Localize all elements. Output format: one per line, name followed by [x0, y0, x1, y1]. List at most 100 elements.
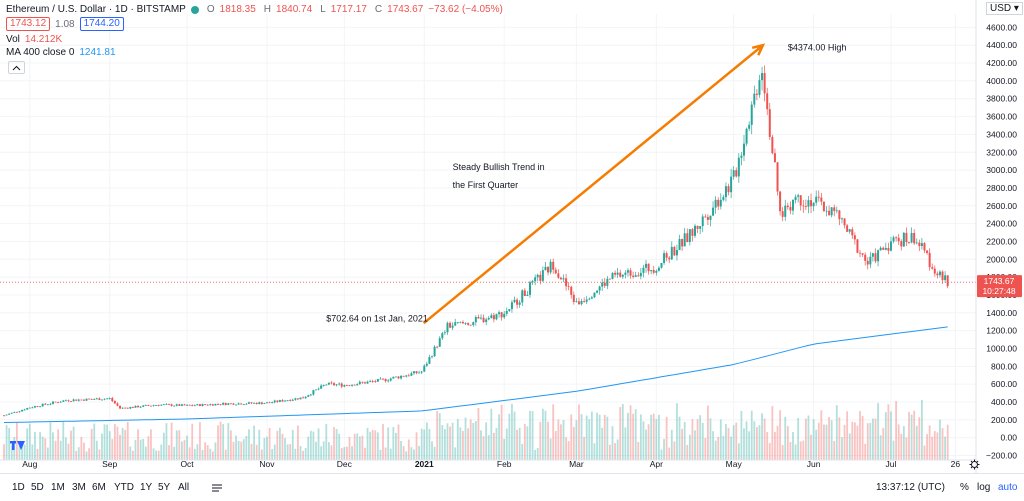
- volume-bar: [431, 441, 433, 460]
- candle-body: [245, 403, 248, 405]
- volume-bar: [374, 430, 377, 460]
- volume-bar: [178, 430, 181, 460]
- volume-bar: [258, 429, 261, 460]
- volume-bar: [80, 436, 83, 460]
- range-button-ytd[interactable]: YTD: [114, 482, 134, 493]
- volume-bar: [892, 440, 895, 460]
- range-button-5d[interactable]: 5D: [31, 482, 44, 493]
- candle-body: [206, 404, 209, 406]
- candle-body: [861, 253, 864, 255]
- volume-bar: [183, 439, 186, 460]
- volume-bar: [650, 414, 653, 460]
- price-tick-label: 1400.00: [986, 308, 1017, 318]
- candle-body: [191, 405, 194, 407]
- bid-button[interactable]: 1743.12: [6, 17, 51, 31]
- volume-bar: [371, 429, 374, 460]
- volume-bar: [944, 436, 947, 460]
- volume-bar: [884, 412, 887, 460]
- volume-bar: [474, 421, 477, 460]
- annotations: $4374.00 High Steady Bullish Trend in the …: [326, 43, 847, 325]
- candle-body: [732, 170, 735, 177]
- annotation-text[interactable]: Steady Bullish Trend in: [453, 162, 545, 172]
- trend-arrow-line[interactable]: [422, 44, 764, 325]
- volume-legend[interactable]: Vol 14.212K: [6, 34, 62, 45]
- candle-body: [678, 239, 681, 251]
- price-tick-label: 600.00: [991, 379, 1017, 389]
- volume-bar: [155, 450, 158, 460]
- volume-bar: [562, 420, 565, 460]
- range-button-5y[interactable]: 5Y: [158, 482, 171, 493]
- candle-body: [897, 237, 900, 242]
- gear-icon[interactable]: [969, 459, 980, 470]
- volume-bar: [681, 428, 684, 460]
- range-button-all[interactable]: All: [178, 482, 190, 493]
- range-button-6m[interactable]: 6M: [92, 482, 106, 493]
- candle-body: [160, 404, 163, 406]
- volume-bar: [116, 426, 119, 460]
- candle-body: [232, 403, 235, 405]
- high-label: H: [263, 4, 272, 15]
- candle-body: [675, 250, 678, 256]
- compare-icon[interactable]: [211, 482, 223, 494]
- volume-bar: [260, 449, 263, 460]
- candle-body: [294, 398, 297, 400]
- candle-body: [95, 398, 98, 400]
- last-price-label: 1743.67: [984, 276, 1015, 286]
- auto-toggle[interactable]: auto: [998, 482, 1018, 493]
- candle-body: [771, 136, 774, 154]
- volume-bar: [315, 441, 317, 460]
- range-button-1d[interactable]: 1D: [12, 482, 25, 493]
- tradingview-logo-icon[interactable]: [10, 441, 25, 450]
- currency-selector[interactable]: USD ▾: [986, 2, 1023, 15]
- candle-body: [492, 315, 495, 320]
- volume-bar: [513, 411, 516, 460]
- volume-bar: [768, 443, 771, 460]
- volume-bar: [21, 443, 23, 460]
- utc-clock[interactable]: 13:37:12 (UTC): [876, 482, 945, 493]
- log-toggle[interactable]: log: [977, 482, 991, 493]
- candle-body: [193, 405, 196, 407]
- volume-bar: [505, 428, 508, 460]
- candle-body: [5, 414, 8, 416]
- candle-body: [209, 404, 212, 406]
- volume-bar: [560, 424, 562, 460]
- candle-body: [299, 397, 302, 400]
- volume-bar: [162, 432, 165, 460]
- range-button-1y[interactable]: 1Y: [140, 482, 153, 493]
- range-button-1m[interactable]: 1M: [51, 482, 65, 493]
- volume-bar: [758, 425, 761, 460]
- candle-body: [539, 274, 542, 281]
- candle-body: [433, 346, 436, 357]
- candle-body: [704, 216, 707, 218]
- ma-legend[interactable]: MA 400 close 0 1241.81: [6, 47, 116, 58]
- candle-body: [250, 402, 253, 404]
- candle-body: [681, 239, 684, 247]
- range-button-3m[interactable]: 3M: [72, 482, 86, 493]
- volume-bar: [807, 415, 810, 460]
- candle-body: [183, 404, 186, 406]
- candle-body: [521, 290, 524, 303]
- annotation-text[interactable]: $4374.00 High: [788, 43, 847, 53]
- volume-bar: [541, 408, 544, 460]
- annotation-text[interactable]: the First Quarter: [453, 180, 519, 190]
- volume-bar: [441, 425, 444, 460]
- symbol-title[interactable]: Ethereum / U.S. Dollar · 1D · BITSTAMP: [6, 4, 186, 15]
- candle-body: [742, 143, 745, 156]
- ask-button[interactable]: 1744.20: [79, 17, 124, 31]
- volume-bar: [322, 441, 325, 460]
- volume-bar: [75, 450, 78, 460]
- candle-body: [410, 373, 413, 376]
- volume-bar: [900, 433, 903, 460]
- time-tick-label: Oct: [180, 459, 194, 469]
- volume-bar: [887, 404, 890, 460]
- percent-toggle[interactable]: %: [960, 482, 969, 493]
- volume-bar: [3, 444, 5, 460]
- volume-bar: [908, 412, 910, 460]
- collapse-legend-button[interactable]: [8, 61, 25, 74]
- annotation-text[interactable]: $702.64 on 1st Jan, 2021: [326, 314, 428, 324]
- candle-body: [941, 271, 944, 281]
- volume-bar: [255, 444, 258, 460]
- candle-body: [70, 401, 73, 402]
- volume-bar: [621, 404, 624, 460]
